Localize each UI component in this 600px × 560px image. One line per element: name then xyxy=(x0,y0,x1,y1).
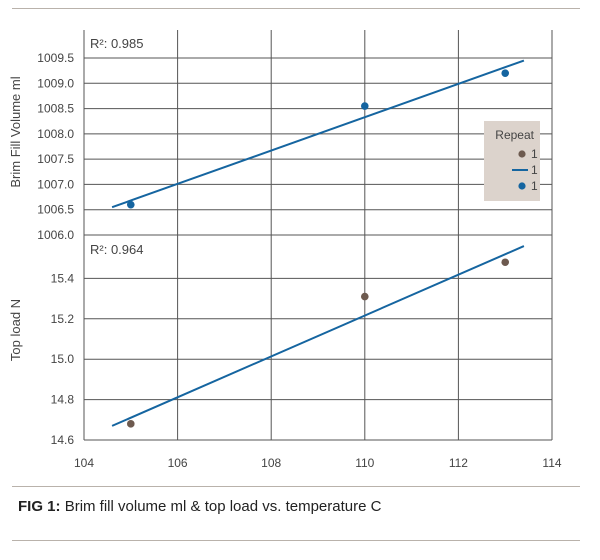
y-tick-label: 1009.0 xyxy=(37,76,74,90)
legend-label: 1 xyxy=(531,179,538,193)
caption-top-rule xyxy=(12,486,580,487)
data-point xyxy=(501,69,510,77)
y-axis-label: Brim Fill Volume ml xyxy=(8,76,23,187)
y-tick-label: 1006.0 xyxy=(37,228,74,242)
y-tick-label: 15.2 xyxy=(51,312,75,326)
data-point xyxy=(127,200,135,209)
data-point xyxy=(127,420,135,428)
x-axis: 104 106 108 110 112 114 xyxy=(74,456,562,470)
x-tick-label: 108 xyxy=(261,456,281,470)
legend-marker xyxy=(518,150,526,158)
data-point xyxy=(501,258,510,267)
top-rule xyxy=(12,8,580,9)
data-point xyxy=(361,102,369,110)
panel-2: 15.4 15.2 15.0 14.8 14.6 Top load N R²: 0.964 xyxy=(8,242,552,447)
r-squared-label: R²: 0.985 xyxy=(90,36,143,51)
y-tick-label: 1007.5 xyxy=(37,152,74,166)
y-tick-label: 1008.0 xyxy=(37,127,74,141)
legend-box xyxy=(484,121,540,201)
y-tick-label: 1008.5 xyxy=(37,102,74,116)
x-tick-label: 106 xyxy=(168,456,188,470)
x-tick-label: 112 xyxy=(449,456,468,470)
bottom-rule xyxy=(12,540,580,541)
legend-label: 1 xyxy=(531,147,538,161)
x-tick-label: 114 xyxy=(542,456,561,470)
x-tick-label: 104 xyxy=(74,456,94,470)
figure-caption: FIG 1: Brim fill volume ml & top load vs… xyxy=(18,498,381,515)
panel-1: 1009.5 1009.0 1008.5 1008.0 1007.5 1007.0 1006… xyxy=(8,36,552,242)
y-axis-label: Top load N xyxy=(8,299,23,361)
grid xyxy=(83,30,553,440)
caption-prefix: FIG 1: xyxy=(18,498,61,515)
legend: Repeat 1 1 1 xyxy=(484,121,540,201)
y-tick-label: 15.4 xyxy=(51,271,75,285)
r-squared-label: R²: 0.964 xyxy=(90,242,143,257)
y-tick-label: 14.8 xyxy=(51,393,75,407)
legend-title: Repeat xyxy=(495,128,534,142)
data-point xyxy=(361,292,369,301)
chart-svg: 1009.5 1009.0 1008.5 1008.0 1007.5 1007.0 1006… xyxy=(8,30,562,470)
x-tick-label: 110 xyxy=(355,456,374,470)
fit-line xyxy=(111,245,525,427)
fit-line xyxy=(111,59,525,209)
y-tick-label: 1006.5 xyxy=(37,203,74,217)
y-tick-label: 14.6 xyxy=(51,433,75,447)
y-tick-label: 1009.5 xyxy=(37,51,74,65)
legend-label: 1 xyxy=(531,163,538,177)
y-tick-label: 1007.0 xyxy=(37,177,74,191)
panels: 1009.5 1009.0 1008.5 1008.0 1007.5 1007.0 1006… xyxy=(8,36,552,447)
caption-text: Brim fill volume ml & top load vs. tempe… xyxy=(64,498,382,515)
legend-marker xyxy=(518,182,526,190)
y-tick-label: 15.0 xyxy=(51,352,75,366)
